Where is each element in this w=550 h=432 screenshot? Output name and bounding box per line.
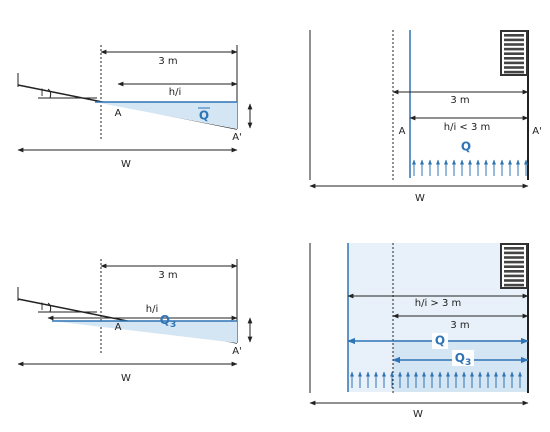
angle-arc xyxy=(47,302,52,313)
label-background xyxy=(432,333,448,349)
grate-bar xyxy=(504,247,524,250)
grate-bar xyxy=(504,70,524,74)
point-a-prime: A' xyxy=(532,126,542,137)
width-3m-label: 3 m xyxy=(158,270,177,281)
grate-bar xyxy=(504,43,524,46)
flow-symbol: Q xyxy=(455,351,465,365)
water xyxy=(95,102,237,129)
grate-bar xyxy=(504,279,524,282)
grate-bar xyxy=(504,38,524,42)
hi-label: h/i xyxy=(146,304,159,315)
flow-symbol: Q xyxy=(160,313,170,327)
flow-label: Q xyxy=(461,140,471,154)
flow3-label: Q3 xyxy=(455,351,471,368)
width-3m-label: 3 m xyxy=(158,56,177,67)
point-a: A xyxy=(399,126,406,137)
grate-bar xyxy=(504,47,524,51)
grate-bar xyxy=(504,260,524,264)
width-label: W xyxy=(121,373,131,384)
flow-label: Q xyxy=(435,334,445,348)
water xyxy=(52,321,237,343)
grate-bar xyxy=(504,283,524,287)
point-a-prime: A' xyxy=(232,132,242,143)
width-3m-label: 3 m xyxy=(450,320,469,331)
point-a-prime: A' xyxy=(232,346,242,357)
width-label: W xyxy=(413,409,423,420)
angle-arc xyxy=(47,88,52,99)
flow-label: Q xyxy=(199,109,209,123)
width-label: W xyxy=(415,193,425,204)
hi-label: h/i xyxy=(169,87,182,98)
width-label: W xyxy=(121,159,131,170)
grate-bar xyxy=(504,34,524,37)
grate-bar xyxy=(504,66,524,69)
hi-label: h/i > 3 m xyxy=(415,298,462,309)
width-3m-label: 3 m xyxy=(450,95,469,106)
grate-bar xyxy=(504,251,524,255)
grate-bar xyxy=(504,270,524,273)
grate-bar xyxy=(504,256,524,259)
label-background xyxy=(452,350,474,366)
flow-subscript: 3 xyxy=(465,358,471,368)
grate-bar xyxy=(504,274,524,278)
slope-label: i xyxy=(41,302,44,313)
point-a: A xyxy=(115,322,122,333)
flow-subscript: 3 xyxy=(170,320,176,330)
grate-bar xyxy=(504,265,524,268)
hi-label: h/i < 3 m xyxy=(444,122,491,133)
slope-label: i xyxy=(41,88,44,99)
grate-bar xyxy=(504,57,524,60)
point-a: A xyxy=(115,108,122,119)
flow-label: Q3 xyxy=(160,313,176,330)
grate-bar xyxy=(504,61,524,65)
grate-bar xyxy=(504,52,524,55)
